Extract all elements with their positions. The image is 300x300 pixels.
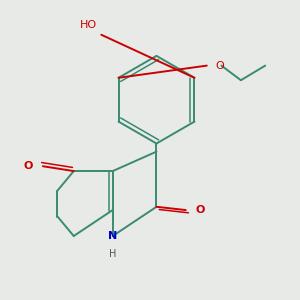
Text: HO: HO [80, 20, 97, 30]
Text: O: O [195, 205, 205, 215]
Text: N: N [108, 231, 117, 241]
Text: O: O [24, 161, 33, 171]
Text: H: H [109, 249, 116, 259]
Text: O: O [215, 61, 224, 70]
